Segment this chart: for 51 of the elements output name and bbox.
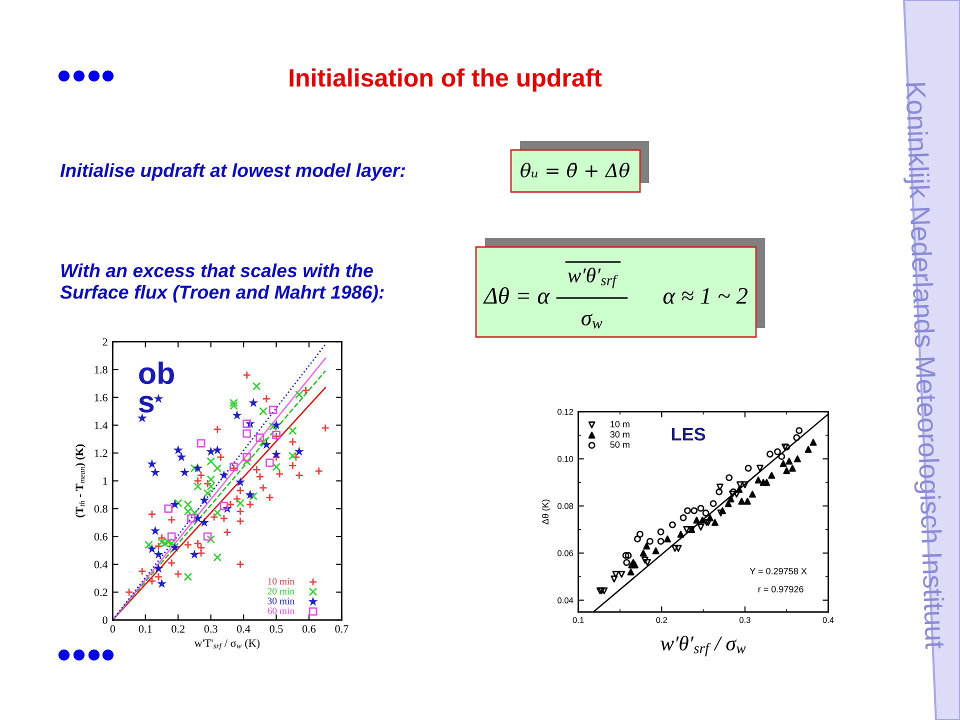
- legend-label: 60 min: [268, 608, 294, 614]
- text: With an excess that scales with the Surface flux (Troen and Mahrt 1986):: [60, 263, 384, 303]
- legend-label: 30 min: [268, 598, 294, 604]
- x-tick-label: 0.2: [172, 625, 184, 633]
- y-tick-label: 1.8: [94, 366, 108, 374]
- x-tick-label: 0.3: [740, 617, 750, 623]
- x-tick-label: 0.4: [822, 617, 834, 623]
- annotation: Y = 0.29758 X: [750, 568, 807, 574]
- text: θᵤ = θ̄ + Δθ: [520, 162, 630, 178]
- y-tick-label: 0.06: [558, 550, 574, 556]
- text: w′θ′$_{srf}$: [568, 268, 618, 288]
- text: α ≈ 1 ~ 2: [663, 288, 748, 304]
- text: σ$_{w}$: [582, 314, 602, 328]
- y-tick-label: 1: [103, 477, 108, 485]
- x-tick-label: 0.4: [237, 625, 250, 633]
- legend-label: 50 m: [610, 441, 630, 448]
- y-tick-label: 0.04: [558, 597, 574, 604]
- annotation: ob s: [138, 362, 174, 413]
- x-tick-label: 0.1: [138, 625, 152, 633]
- x-tick-label: 0.2: [656, 617, 668, 623]
- x-tick-label: 0.6: [302, 625, 316, 633]
- x-tick-label: 0: [110, 625, 116, 633]
- y-tick-label: 0.12: [558, 408, 574, 415]
- y-tick-label: 1.4: [94, 422, 108, 430]
- legend-label: 20 min: [268, 588, 294, 594]
- y-tick-label: 0.2: [94, 588, 108, 596]
- y-tick-label: 1.2: [94, 450, 108, 458]
- y-tick-label: 0.08: [558, 503, 574, 510]
- legend-label: 10 m: [610, 420, 630, 428]
- y-tick-label: 0.6: [94, 532, 108, 541]
- x-axis-title: w'T'$_{srf}$ / σ$_{w}$ (K): [194, 639, 260, 650]
- x-tick-label: 0.1: [572, 617, 584, 623]
- y-tick-label: 2: [102, 338, 108, 346]
- y-axis-title: Δθ (K): [542, 500, 550, 524]
- text: Initialisation of the updraft: [290, 68, 602, 92]
- legend-label: 30 m: [610, 431, 630, 438]
- text: Δθ = α: [483, 287, 550, 304]
- annotation: LES: [672, 428, 706, 441]
- y-tick-label: 0.10: [558, 456, 574, 462]
- y-axis-title: (T$_{th}$ - T$_{mean}$) (K): [75, 444, 86, 518]
- y-tick-label: 0.8: [94, 505, 108, 513]
- legend-label: 10 min: [268, 578, 294, 585]
- annotation: r = 0.97926: [758, 586, 804, 592]
- y-tick-label: 0.4: [94, 560, 108, 568]
- text: Koninklijk Nederlands Meteorologisch Instituut: [900, 82, 946, 650]
- x-axis-title: w′θ′$_{srf}$/ σ$_{w}$: [660, 636, 746, 656]
- x-tick-label: 0.5: [270, 625, 283, 633]
- text: Initialise updraft at lowest model layer:: [60, 163, 405, 181]
- x-tick-label: 0.3: [204, 625, 218, 633]
- x-tick-label: 0.7: [335, 625, 348, 633]
- y-tick-label: 1.6: [94, 394, 108, 402]
